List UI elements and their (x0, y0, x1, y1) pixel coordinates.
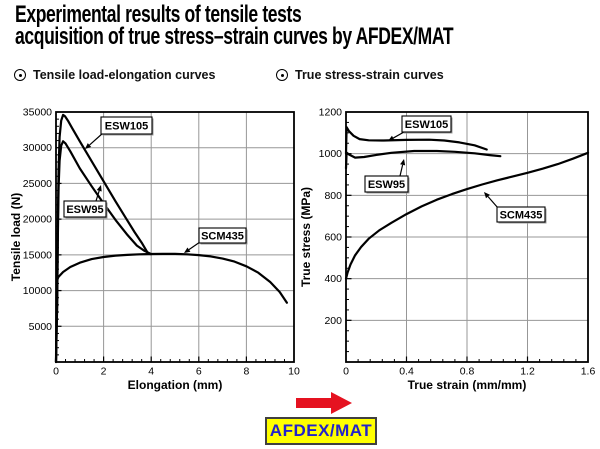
x-tick-label: 1.2 (520, 366, 535, 378)
curve-label-box-scm435 (198, 227, 247, 244)
y-axis-title: Tensile load (N) (9, 193, 23, 281)
series-esw95 (54, 140, 153, 364)
x-tick-label: 8 (243, 366, 249, 378)
y-tick-label: 25000 (23, 178, 52, 190)
afdex-label: AFDEX/MAT (269, 421, 373, 440)
annotation-arrowhead (484, 192, 490, 199)
x-tick-label: 2 (101, 366, 107, 378)
annotation-arrowhead (184, 247, 191, 253)
plot-frame (55, 111, 295, 363)
y-tick-label: 15000 (23, 249, 52, 261)
curve-label-box-esw105 (100, 116, 153, 135)
y-tick-label: 600 (324, 232, 342, 244)
annotation-arrow (392, 131, 405, 139)
y-tick-label: 1000 (319, 148, 343, 160)
y-tick-label: 1200 (319, 107, 343, 119)
series-esw105 (344, 126, 488, 155)
red-arrow-icon (296, 392, 352, 414)
curve-label-box-esw95 (364, 175, 409, 193)
curve-label-esw95: ESW95 (368, 179, 405, 191)
slide-title-line2: acquisition of true stress–strain curves… (15, 23, 454, 50)
curve-label-esw105: ESW105 (405, 119, 448, 131)
x-tick-label: 0 (53, 366, 59, 378)
annotation-arrow (399, 164, 404, 177)
afdex-badge: AFDEX/MAT (265, 417, 377, 445)
bullet-tensile-load: Tensile load-elongation curves (14, 68, 215, 82)
x-tick-label: 10 (288, 366, 300, 378)
curve-label-box-scm435 (496, 206, 546, 223)
tensile-load-elongation-chart: 0 2 4 6 8 10 5000 10000 15000 20000 25000 30000 3500… (9, 107, 300, 393)
annotation-arrowhead (400, 159, 406, 166)
x-tick-label: 1.6 (581, 366, 596, 378)
x-tick-label: 0.8 (460, 366, 475, 378)
y-tick-label: 20000 (23, 214, 52, 226)
x-axis-title: True strain (mm/mm) (408, 378, 527, 392)
annotation-arrow (487, 196, 499, 209)
curve-label-scm435: SCM435 (500, 210, 543, 222)
y-tick-label: 10000 (23, 285, 52, 297)
curve-label-box-esw95 (63, 200, 107, 218)
annotation-arrow (188, 241, 201, 251)
x-tick-label: 0 (343, 366, 349, 378)
slide-title: Experimental results of tensile tests ac… (15, 1, 600, 50)
y-tick-label: 30000 (23, 142, 52, 154)
series-scm435 (344, 151, 590, 280)
y-tick-label: 800 (324, 190, 342, 202)
x-tick-label: 0.4 (399, 366, 414, 378)
curve-label-scm435: SCM435 (201, 231, 244, 243)
bullet-tensile-load-label: Tensile load-elongation curves (33, 68, 216, 82)
series-scm435 (54, 252, 288, 364)
x-tick-label: 6 (196, 366, 202, 378)
annotation-arrowhead (85, 143, 92, 149)
y-tick-label: 35000 (23, 107, 52, 119)
y-axis-title: True stress (MPa) (299, 187, 313, 287)
circled-dot-icon (276, 69, 288, 81)
x-axis-title: Elongation (mm) (128, 378, 223, 392)
curve-label-box-esw105 (401, 115, 452, 133)
annotation-arrow (89, 132, 104, 146)
bullet-true-stress: True stress-strain curves (276, 68, 444, 82)
annotation-arrowhead (388, 135, 395, 141)
curve-label-esw95: ESW95 (66, 204, 103, 216)
curve-label-esw105: ESW105 (105, 121, 148, 133)
y-tick-label: 200 (324, 315, 342, 327)
y-tick-label: 5000 (29, 321, 53, 333)
x-tick-label: 4 (148, 366, 154, 378)
true-stress-strain-chart: 0 0.4 0.8 1.2 1.6 200 400 600 800 1000 1200 True st… (299, 107, 596, 393)
annotation-arrow (95, 190, 100, 202)
series-esw95 (344, 149, 502, 170)
bullet-true-stress-label: True stress-strain curves (295, 68, 444, 82)
y-tick-label: 400 (324, 273, 342, 285)
circled-dot-icon (14, 69, 26, 81)
annotation-arrowhead (96, 185, 102, 192)
slide-title-line1: Experimental results of tensile tests (15, 1, 302, 28)
